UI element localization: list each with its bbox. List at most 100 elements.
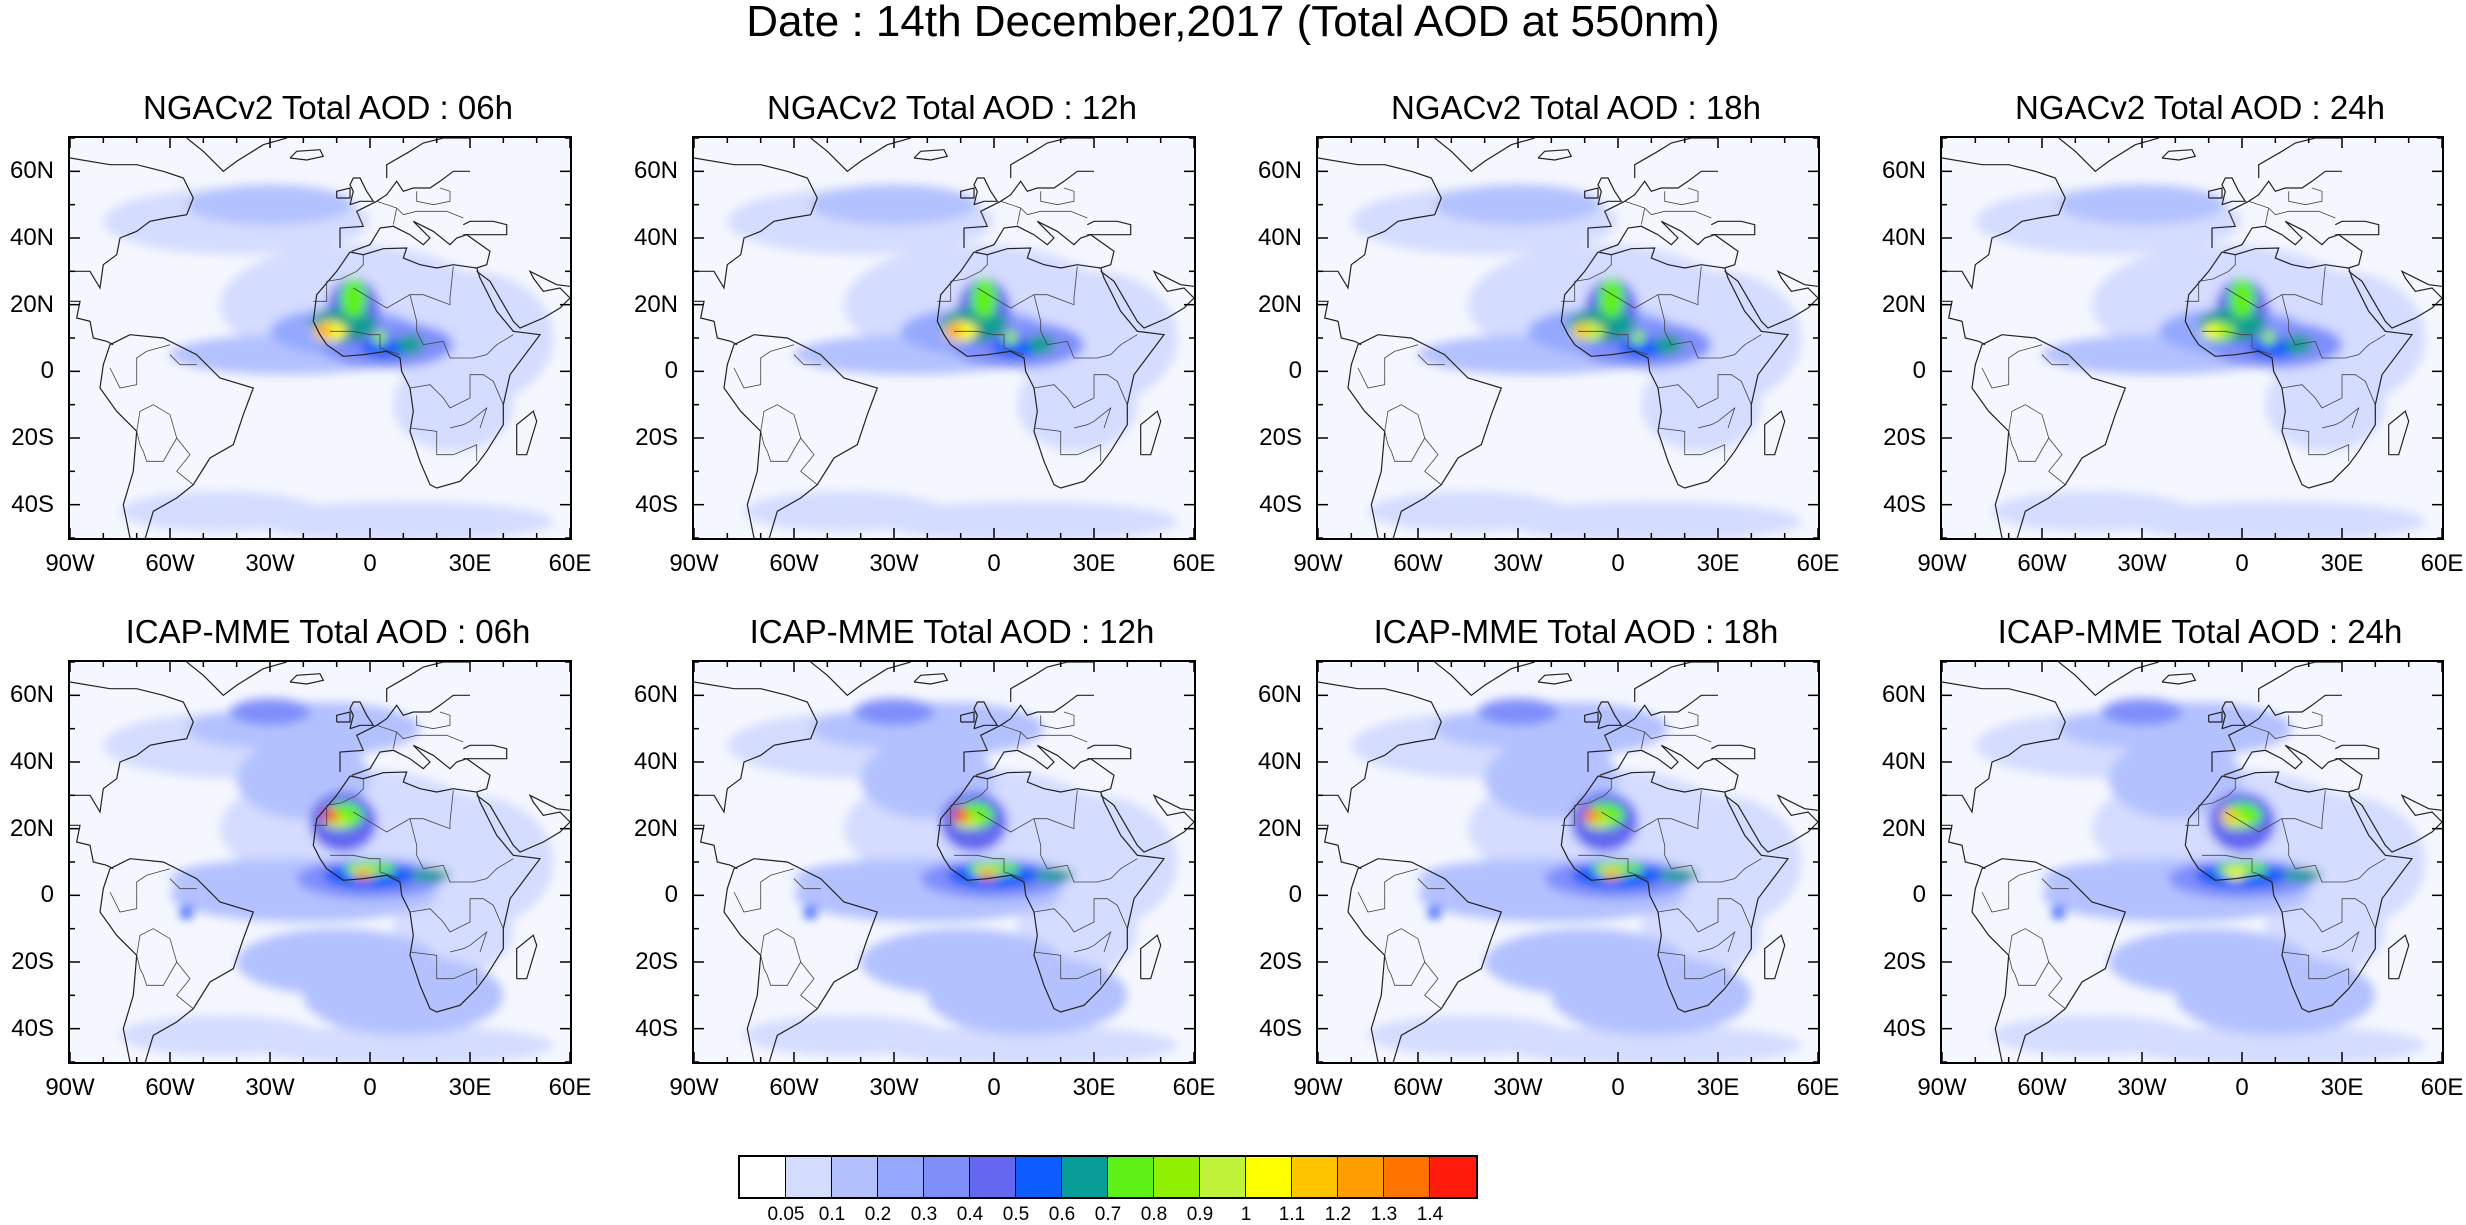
country-border <box>136 955 194 1010</box>
country-border <box>733 344 795 389</box>
aod-contour <box>1368 491 1568 532</box>
aod-field <box>103 184 554 538</box>
ticks <box>70 662 570 1062</box>
colorbar-swatch <box>832 1157 878 1197</box>
lon-tick-label: 60E <box>1796 550 1840 577</box>
aod-contour <box>393 358 514 452</box>
lat-tick-label: 20N <box>1257 290 1302 318</box>
lat-tick-label: 60N <box>633 157 678 185</box>
country-border <box>1033 818 1138 883</box>
country-border <box>977 790 1078 833</box>
lat-tick-label: 40N <box>1257 224 1302 251</box>
country-border <box>2041 878 2069 890</box>
aod-field <box>727 184 1178 538</box>
lon-tick-label: 0 <box>987 550 1001 577</box>
aod-contour <box>315 324 332 338</box>
lon-tick-label: 30W <box>2117 550 2167 577</box>
aod-map <box>692 660 1196 1064</box>
aod-contour <box>810 184 978 225</box>
coastline <box>351 744 491 793</box>
coastlines <box>694 662 1194 1062</box>
borders <box>109 187 514 486</box>
country-border <box>1604 211 1612 227</box>
lon-tick-label: 0 <box>1611 550 1625 577</box>
country-border <box>2281 898 2376 933</box>
colorbar-swatch <box>1154 1157 1200 1197</box>
lon-tick-label: 30W <box>1493 550 1543 577</box>
borders <box>109 711 514 1010</box>
lon-tick-label: 90W <box>1917 550 1967 577</box>
country-border <box>449 930 488 953</box>
lon-tick-label: 60W <box>1393 1074 1443 1101</box>
country-border <box>2281 818 2386 883</box>
aod-contour <box>1368 1015 1568 1056</box>
lon-tick-label: 60W <box>769 1074 819 1101</box>
map-panel: NGACv2 Total AOD : 24h 60N 40N 20N 0 20S 40S 90… <box>1882 88 2463 648</box>
country-border <box>2288 187 2323 206</box>
country-border <box>1981 344 2043 389</box>
country-border <box>2008 928 2050 963</box>
coastline <box>1634 138 1718 178</box>
coastline <box>476 269 570 329</box>
colorbar-swatch <box>878 1157 924 1197</box>
lon-tick-label: 30W <box>245 550 295 577</box>
aod-contour <box>236 928 437 996</box>
lon-tick-label: 60W <box>769 550 819 577</box>
country-border <box>793 878 821 890</box>
aod-contour <box>2052 905 2066 919</box>
panel-title: NGACv2 Total AOD : 12h <box>767 89 1137 126</box>
coastlines <box>694 138 1194 538</box>
lat-tick-label: 40S <box>1259 1014 1302 1042</box>
country-border <box>980 211 988 227</box>
country-border <box>1578 330 1649 356</box>
coastline <box>913 149 949 161</box>
lat-tick-label: 20S <box>11 424 54 451</box>
country-border <box>1657 374 1752 409</box>
lat-tick-label: 40S <box>11 490 54 518</box>
coastline <box>1010 662 1094 702</box>
colorbar-swatch <box>1430 1157 1476 1197</box>
lat-tick-label: 0 <box>1912 357 1926 385</box>
coastline <box>1942 300 1986 346</box>
coastline <box>186 138 287 173</box>
aod-field <box>1351 698 1802 1062</box>
coastline <box>1711 220 1756 236</box>
country-border <box>1033 294 1138 359</box>
aod-contour <box>744 1015 944 1056</box>
coastline <box>312 247 542 489</box>
country-border <box>136 431 194 486</box>
lat-tick-label: 20S <box>1259 424 1302 451</box>
coastline <box>2388 410 2410 456</box>
coastline <box>2258 662 2342 702</box>
aod-contour <box>1004 331 1018 345</box>
coastline <box>99 334 255 538</box>
coastline <box>1434 138 1535 173</box>
coastline <box>810 662 911 697</box>
country-border <box>1561 778 1612 826</box>
lon-tick-label: 60W <box>145 550 195 577</box>
coastline <box>2388 934 2410 980</box>
map-panel: ICAP-MME Total AOD : 18h 60N 40N 20N 0 20S 40S… <box>1258 612 1839 1172</box>
coastline <box>1318 824 1362 870</box>
aod-contour <box>1654 334 1682 355</box>
lat-tick-label: 60N <box>1257 157 1302 185</box>
lon-tick-label: 90W <box>45 550 95 577</box>
lat-tick-label: 0 <box>1288 357 1302 385</box>
country-border <box>1644 731 1712 743</box>
aod-contour <box>2282 868 2322 882</box>
country-border <box>409 427 478 462</box>
country-border <box>2008 955 2066 1010</box>
coastline <box>70 681 194 814</box>
country-border <box>954 330 1025 356</box>
colorbar-swatch <box>1384 1157 1430 1197</box>
coastline <box>975 220 1115 269</box>
lon-tick-label: 60E <box>1172 1074 1216 1101</box>
coastlines <box>1318 138 1818 538</box>
colorbar-label: 0.2 <box>864 1204 892 1225</box>
lat-tick-label: 40S <box>11 1014 54 1042</box>
coastline <box>349 177 375 206</box>
country-border <box>2008 404 2050 439</box>
coastlines <box>1942 138 2442 538</box>
lat-tick-label: 60N <box>1257 681 1302 709</box>
aod-contour <box>2125 1025 2426 1062</box>
